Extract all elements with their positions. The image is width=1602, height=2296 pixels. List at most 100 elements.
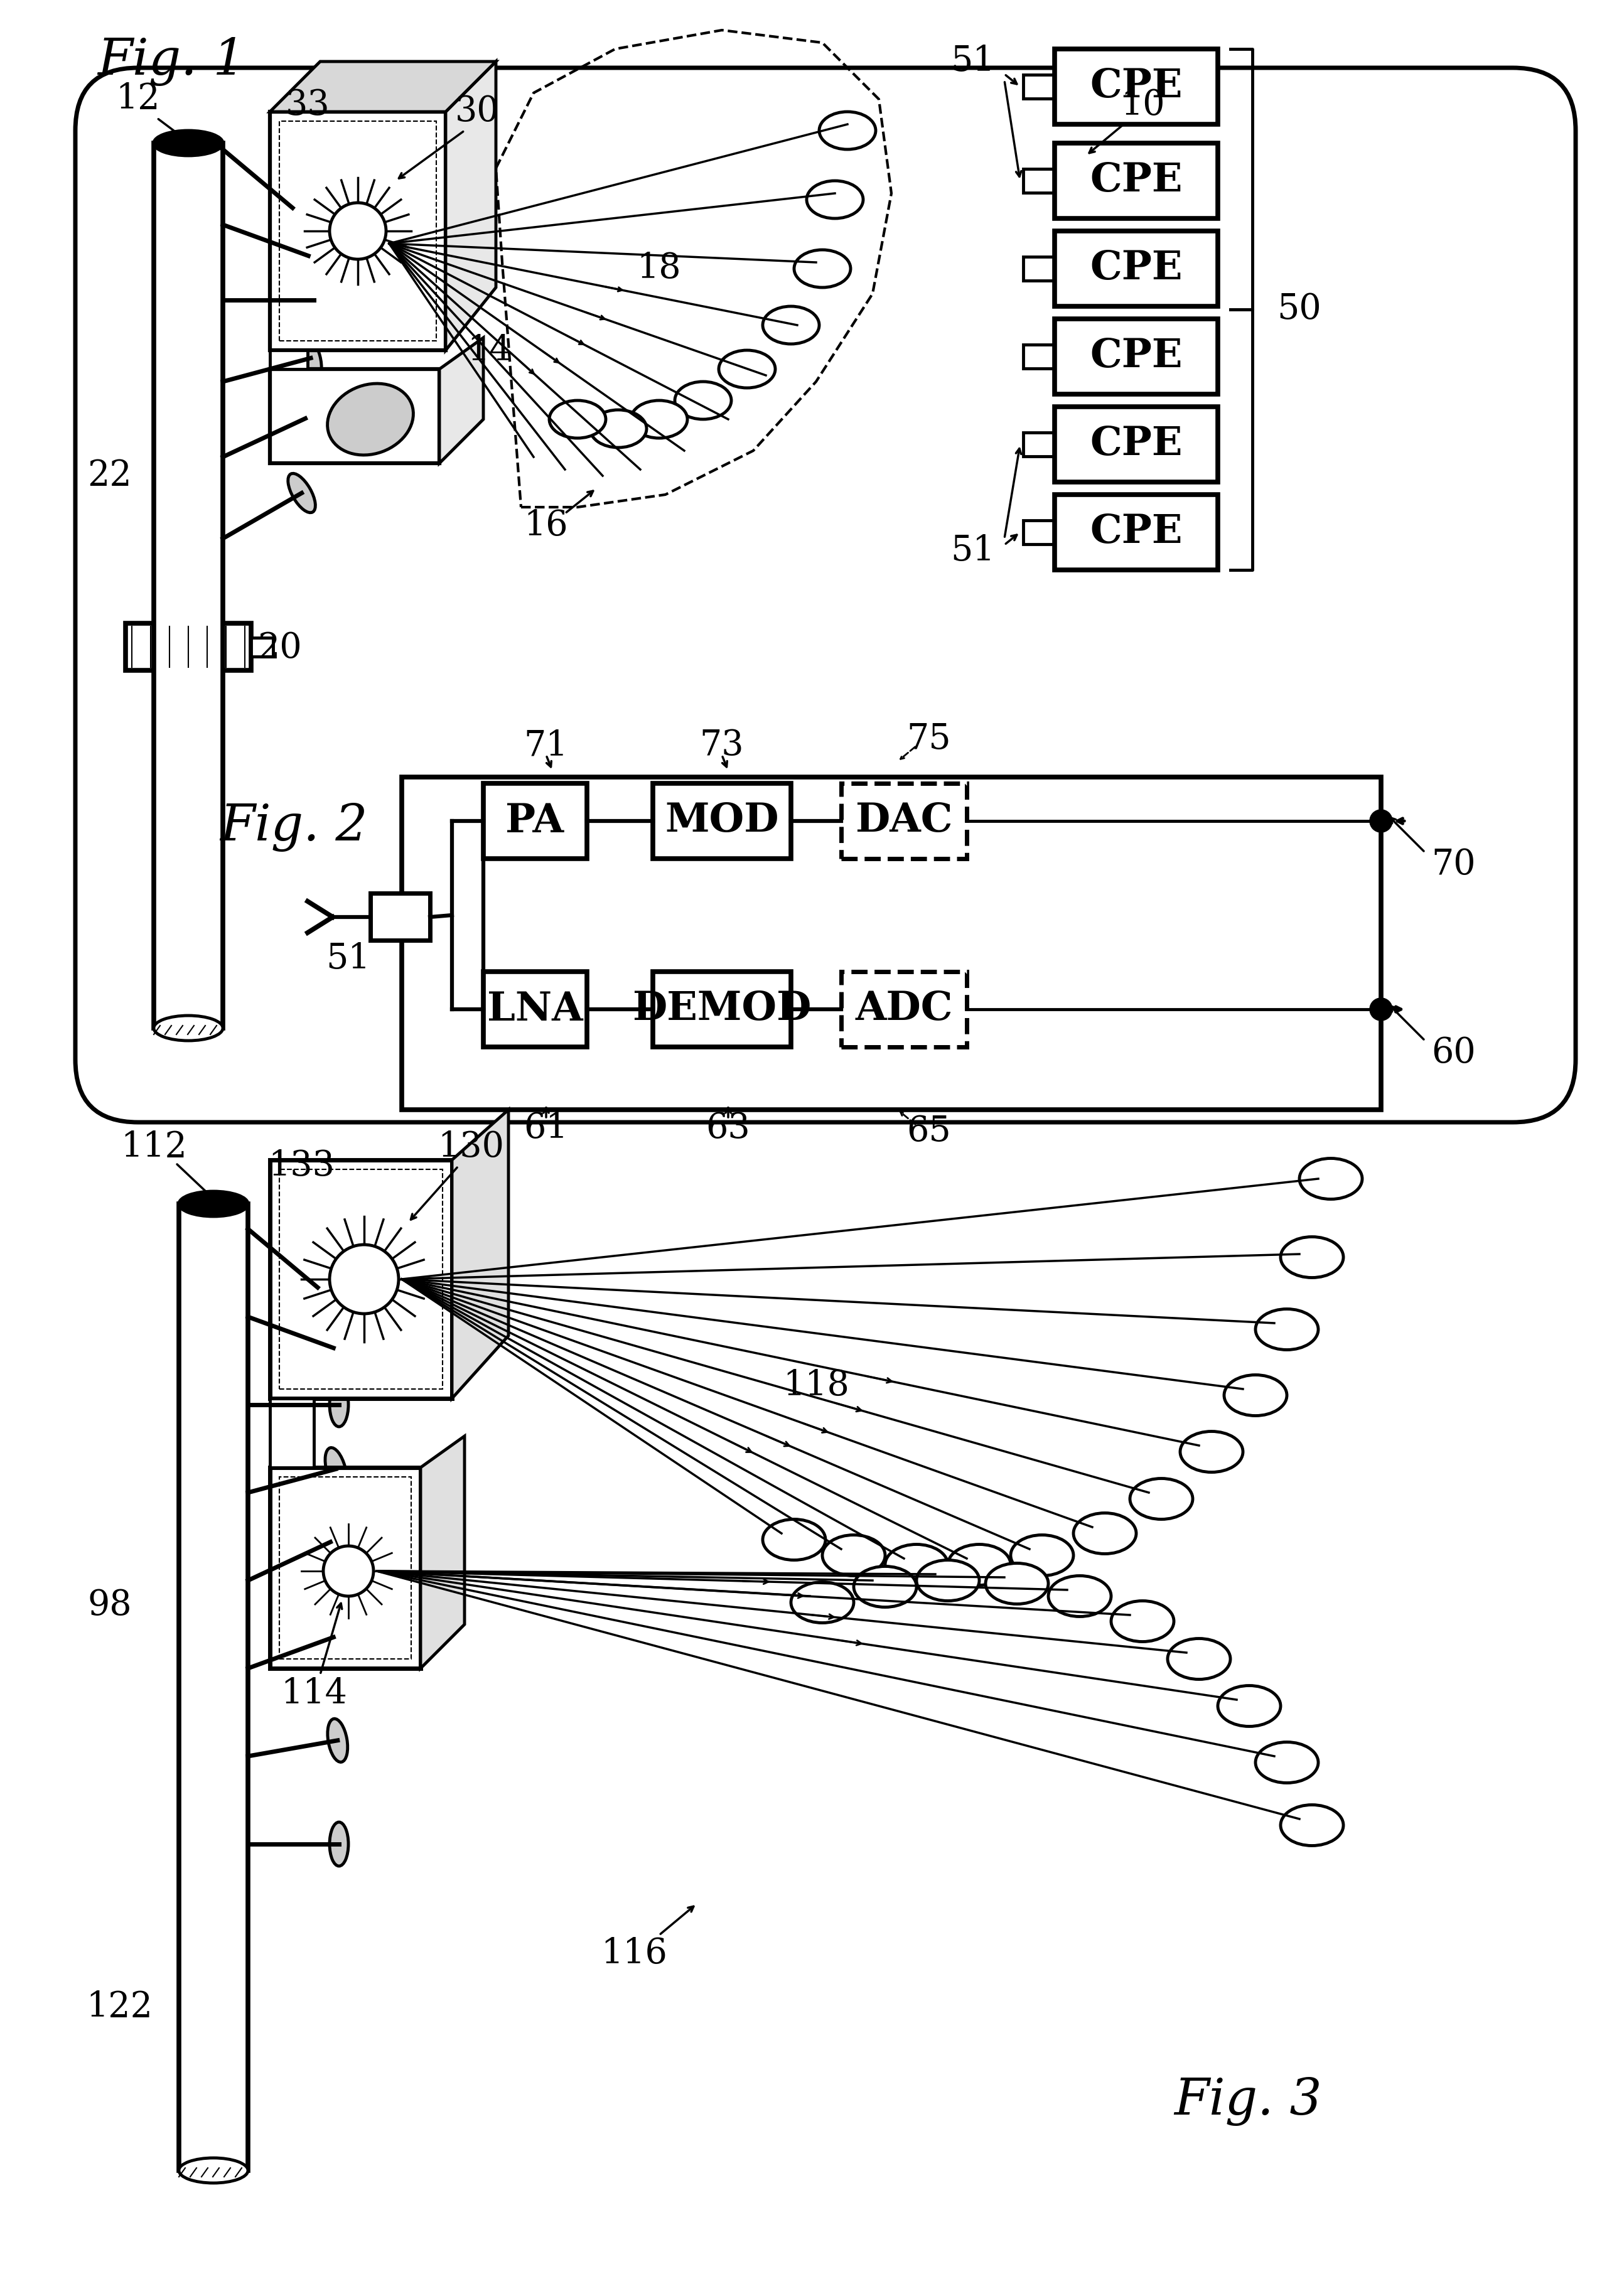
Ellipse shape	[822, 1536, 886, 1575]
Ellipse shape	[1256, 1309, 1318, 1350]
Ellipse shape	[590, 411, 647, 448]
Ellipse shape	[1011, 1536, 1073, 1575]
Ellipse shape	[288, 473, 316, 512]
Bar	[841, 971, 966, 1047]
Polygon shape	[452, 1109, 508, 1398]
Text: 118: 118	[783, 1368, 849, 1403]
Ellipse shape	[763, 1520, 825, 1559]
Ellipse shape	[1168, 1639, 1230, 1678]
Text: 133: 133	[268, 1148, 335, 1182]
Polygon shape	[439, 338, 484, 464]
Ellipse shape	[549, 400, 606, 439]
Bar	[1024, 76, 1054, 99]
Ellipse shape	[948, 1545, 1011, 1584]
Ellipse shape	[301, 1270, 333, 1306]
Ellipse shape	[179, 2158, 248, 2183]
Bar	[179, 1203, 248, 2170]
Bar	[269, 1159, 452, 1398]
Bar	[125, 622, 252, 670]
Text: CPE: CPE	[1089, 338, 1182, 377]
Text: 33: 33	[285, 87, 330, 122]
Bar	[1054, 406, 1218, 482]
Bar	[1024, 521, 1054, 544]
Ellipse shape	[791, 1582, 854, 1623]
Text: DAC: DAC	[855, 801, 953, 840]
Text: 18: 18	[638, 253, 681, 285]
Bar	[1024, 257, 1054, 280]
Text: 51: 51	[952, 535, 995, 569]
Text: 10: 10	[1120, 87, 1165, 122]
Text: CPE: CPE	[1089, 512, 1182, 551]
Ellipse shape	[327, 1720, 348, 1761]
Text: 114: 114	[280, 1676, 348, 1711]
Bar	[269, 1467, 421, 1669]
Bar	[654, 783, 791, 859]
Ellipse shape	[854, 1566, 916, 1607]
Ellipse shape	[317, 1522, 343, 1561]
Ellipse shape	[795, 250, 851, 287]
Ellipse shape	[293, 397, 317, 439]
Text: 98: 98	[88, 1589, 131, 1623]
Bar	[279, 122, 436, 340]
Ellipse shape	[1073, 1513, 1136, 1554]
Bar	[1054, 48, 1218, 124]
Ellipse shape	[1048, 1575, 1112, 1616]
Bar	[1024, 432, 1054, 457]
Circle shape	[330, 1244, 399, 1313]
Bar	[654, 971, 791, 1047]
Ellipse shape	[154, 1015, 223, 1040]
Text: 61: 61	[524, 1111, 569, 1146]
Text: DEMOD: DEMOD	[633, 990, 812, 1029]
Text: 73: 73	[700, 728, 743, 762]
Ellipse shape	[1112, 1600, 1174, 1642]
Ellipse shape	[327, 383, 413, 455]
Circle shape	[330, 202, 386, 259]
Ellipse shape	[674, 381, 732, 420]
Bar	[1054, 232, 1218, 305]
Bar	[1054, 142, 1218, 218]
Ellipse shape	[763, 305, 819, 344]
Text: PA: PA	[506, 801, 564, 840]
Ellipse shape	[1181, 1430, 1243, 1472]
Text: 116: 116	[601, 1938, 668, 1970]
Text: ADC: ADC	[855, 990, 953, 1029]
Text: 16: 16	[524, 510, 569, 544]
Ellipse shape	[1280, 1805, 1344, 1846]
Bar	[269, 370, 439, 464]
Polygon shape	[445, 62, 497, 351]
Bar	[1054, 319, 1218, 395]
Text: 20: 20	[258, 631, 301, 666]
Text: 32: 32	[335, 216, 381, 248]
Text: 30: 30	[455, 94, 500, 129]
Bar	[402, 776, 1381, 1109]
Text: 130: 130	[437, 1130, 505, 1164]
Circle shape	[1370, 810, 1392, 831]
Text: 65: 65	[907, 1114, 952, 1148]
Polygon shape	[421, 1435, 465, 1669]
Ellipse shape	[154, 131, 223, 156]
Ellipse shape	[1299, 1159, 1362, 1199]
Ellipse shape	[330, 1823, 348, 1867]
Ellipse shape	[296, 234, 320, 278]
Text: 51: 51	[327, 941, 370, 976]
Text: MOD: MOD	[665, 801, 779, 840]
Ellipse shape	[277, 191, 309, 225]
Text: 122: 122	[87, 1991, 152, 2025]
Bar	[269, 351, 308, 370]
Ellipse shape	[1256, 1743, 1318, 1784]
Ellipse shape	[1224, 1375, 1286, 1417]
Bar	[1024, 170, 1054, 193]
Text: 70: 70	[1431, 847, 1475, 882]
Polygon shape	[269, 62, 497, 113]
Text: Fig. 2: Fig. 2	[219, 804, 367, 852]
Bar	[252, 638, 272, 657]
Text: CPE: CPE	[1089, 67, 1182, 106]
Ellipse shape	[325, 1449, 346, 1490]
Text: LNA: LNA	[487, 990, 583, 1029]
Ellipse shape	[631, 400, 687, 439]
Bar	[269, 1398, 314, 1467]
Ellipse shape	[719, 351, 775, 388]
Text: 112: 112	[120, 1130, 187, 1164]
Ellipse shape	[1280, 1238, 1344, 1277]
Text: 75: 75	[907, 723, 952, 758]
